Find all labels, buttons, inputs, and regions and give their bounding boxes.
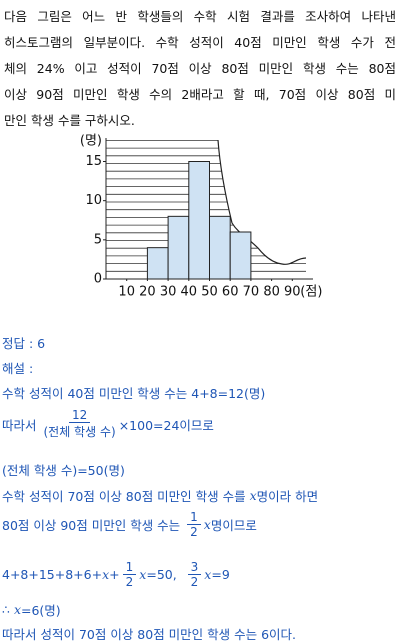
numerator: 12	[68, 408, 91, 423]
denominator: 2	[190, 525, 198, 539]
solution-label: 해설 :	[2, 361, 34, 376]
text: =50,	[146, 567, 185, 582]
bar	[146, 247, 169, 280]
numerator: 3	[187, 560, 202, 575]
numerator: 1	[122, 560, 137, 575]
text: 수학 성적이 70점 이상 80점 미만인 학생 수를	[2, 489, 250, 504]
solution-line: 따라서 12 (전체 학생 수) ×100=24이므로	[2, 408, 214, 440]
solution-line: 따라서 성적이 70점 이상 80점 미만인 학생 수는 6이다.	[2, 624, 296, 643]
variable: x	[203, 517, 211, 532]
y-tick-label: 0	[94, 272, 102, 287]
x-tick-label: 70	[243, 285, 260, 300]
y-axis-label: (명)	[80, 134, 102, 149]
solution-line: 80점 이상 90점 미만인 학생 수는 1 2 x 명이므로	[2, 510, 257, 539]
x-tick-label: 90	[284, 285, 301, 300]
problem-line: 이상 90점 미만인 학생 수의 2배라고 할 때, 70점 이상 80점 미	[4, 87, 396, 102]
x-tick-label: 40	[181, 285, 198, 300]
text: 따라서	[2, 417, 41, 433]
variable: x	[13, 602, 21, 617]
variable: x	[102, 567, 110, 582]
solution-line: 수학 성적이 70점 이상 80점 미만인 학생 수를 x 명이라 하면	[2, 486, 318, 505]
histogram: 0 5 10 15 (명) 10 20 30 40 50 60 70 80 90 (점)	[80, 134, 323, 300]
denominator: 2	[125, 575, 134, 589]
text: 4+8+15+8+6+	[2, 567, 103, 582]
solution-line: (전체 학생 수)=50(명)	[2, 460, 125, 479]
x-axis-label: (점)	[300, 285, 322, 300]
fraction: 12 (전체 학생 수)	[43, 408, 115, 440]
text: 수학 성적이 40점 미만인 학생 수는 4+8=12(명)	[2, 386, 266, 401]
solution-line: 수학 성적이 40점 미만인 학생 수는 4+8=12(명)	[2, 383, 265, 402]
x-tick-label: 20	[139, 285, 156, 300]
text: (전체 학생 수)=50(명)	[2, 463, 125, 478]
problem-line: 히스토그램의 일부분이다. 수학 성적이 40점 미만인 학생 수가 전	[4, 35, 396, 50]
denominator: 2	[190, 575, 199, 589]
variable: x	[139, 567, 147, 582]
denominator: (전체 학생 수)	[43, 425, 116, 439]
text: 따라서 성적이 70점 이상 80점 미만인 학생 수는 6이다.	[2, 627, 297, 642]
variable: x	[249, 488, 257, 503]
text: 명이라 하면	[256, 489, 319, 504]
answer: 정답 : 6	[2, 336, 46, 351]
x-tick-label: 50	[201, 285, 218, 300]
y-tick-label: 5	[94, 232, 102, 247]
y-tick-label: 10	[85, 193, 102, 208]
x-tick-label: 10	[118, 285, 135, 300]
x-tick-label: 60	[222, 285, 239, 300]
text: =9	[211, 567, 230, 582]
problem-line: 다음 그림은 어느 반 학생들의 수학 시험 결과를 조사하여 나타낸	[4, 9, 396, 24]
bar	[229, 231, 252, 280]
text: 명이므로	[210, 518, 257, 533]
numerator: 1	[187, 510, 201, 525]
y-tick-label: 15	[85, 154, 102, 169]
problem-line: 만인 학생 수를 구하시오.	[4, 113, 135, 128]
problem-line: 체의 24% 이고 성적이 70점 이상 80점 미만인 학생 수는 80점	[4, 61, 396, 76]
solution-line: 4+8+15+8+6+ x +1 2 x =50, 3 2 x =9	[2, 560, 230, 589]
x-tick-label: 80	[263, 285, 280, 300]
variable: x	[204, 567, 212, 582]
solution-line: ∴ x =6(명)	[2, 600, 61, 619]
text: 80점 이상 90점 미만인 학생 수는	[2, 518, 185, 533]
text: +	[109, 567, 120, 582]
text: ×100=24이므로	[118, 417, 214, 433]
bar	[167, 215, 190, 280]
bar	[209, 215, 231, 280]
x-tick-label: 30	[160, 285, 177, 300]
bar	[188, 161, 211, 280]
text: =6(명)	[21, 603, 61, 618]
text: ∴	[2, 602, 14, 617]
